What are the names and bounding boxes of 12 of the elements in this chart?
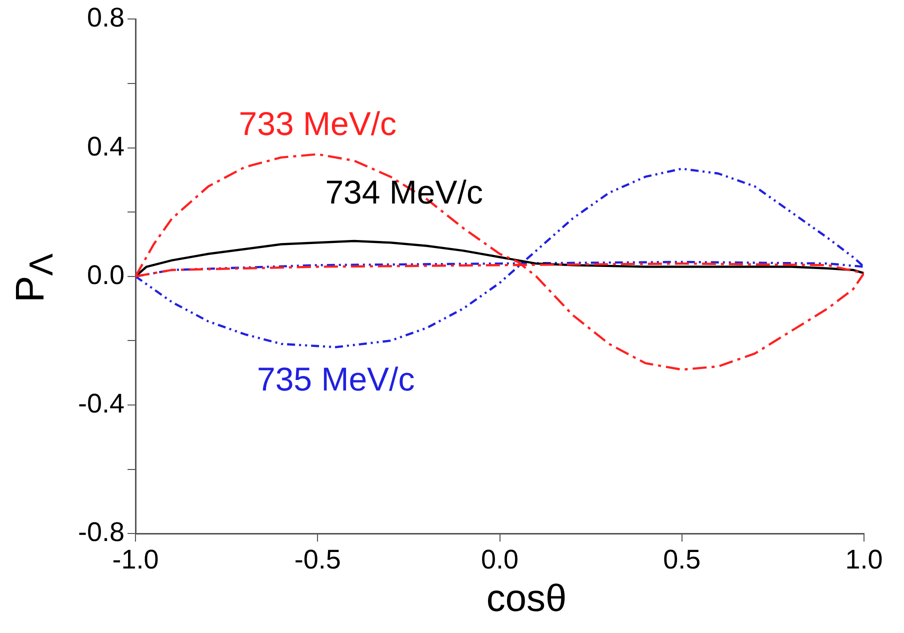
series-label: 733 MeV/c bbox=[238, 104, 397, 142]
x-tick-label: -0.5 bbox=[294, 544, 341, 574]
y-tick-label: 0.8 bbox=[86, 2, 125, 33]
y-tick-label: -0.4 bbox=[78, 388, 125, 418]
y-tick-label: 0.4 bbox=[86, 131, 125, 162]
x-axis-title: cosθ bbox=[485, 578, 568, 621]
y-tick-label: 0.0 bbox=[86, 260, 125, 290]
x-tick-label: 1.0 bbox=[845, 544, 883, 574]
series-label: 734 MeV/c bbox=[325, 174, 483, 211]
x-tick-label: 0.0 bbox=[480, 544, 519, 574]
series-label: 735 MeV/c bbox=[256, 360, 415, 398]
x-tick-label: 0.5 bbox=[663, 544, 701, 574]
